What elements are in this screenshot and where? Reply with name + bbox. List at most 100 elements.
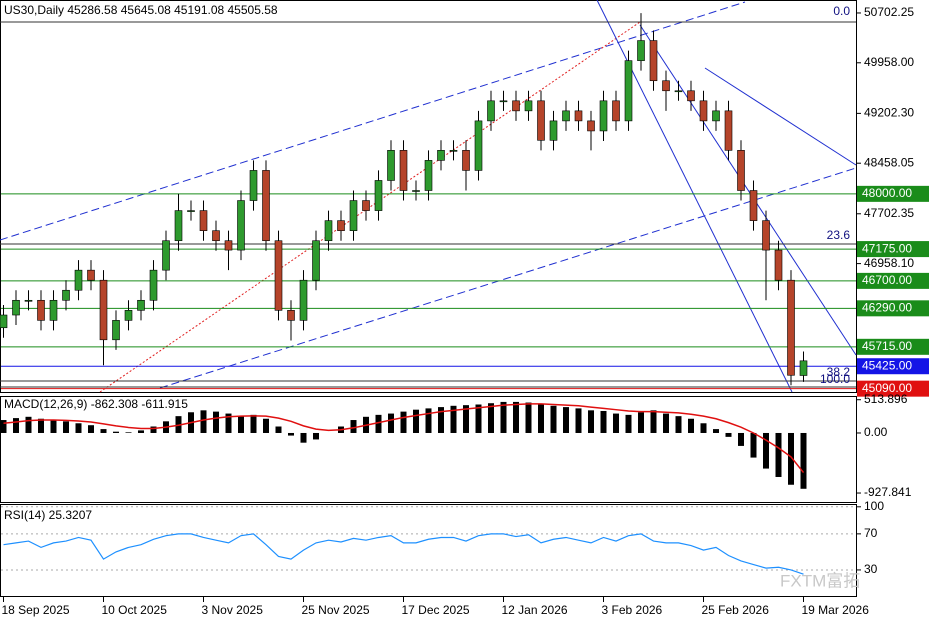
candle-body [724, 110, 733, 151]
macd-bar [100, 429, 107, 433]
macd-bar [238, 415, 244, 433]
macd-bar [400, 411, 407, 433]
macd-bar [688, 418, 694, 433]
x-tick-label: 19 Mar 2026 [802, 603, 870, 617]
level-label: 45090.00 [862, 381, 912, 395]
candle-body [537, 100, 545, 141]
level-tag [857, 380, 929, 397]
macd-bar [375, 414, 382, 433]
macd-bar [638, 412, 644, 433]
candle-body [637, 40, 645, 61]
level-tag [857, 358, 929, 375]
macd-bar [663, 413, 669, 433]
candle-body [299, 279, 308, 321]
y-tick-label: 48458.05 [864, 155, 914, 169]
macd-bar [263, 418, 269, 433]
drawings [0, 0, 857, 393]
level-label: 46290.00 [862, 300, 912, 314]
candle-body [599, 100, 608, 132]
x-tick-label: 12 Jan 2026 [502, 603, 568, 617]
trend-line [596, 0, 793, 393]
macd-bar [525, 402, 532, 433]
candle-body [249, 170, 258, 201]
x-tick-label: 10 Oct 2025 [102, 603, 168, 617]
fib-label: 23.6 [827, 228, 851, 242]
candle-body [62, 289, 70, 301]
candle-body [187, 210, 195, 212]
macd-bar [738, 432, 744, 446]
macd-bar [288, 432, 294, 436]
candle-body [624, 60, 633, 122]
macd-bar [200, 410, 207, 433]
fib-label: 0.0 [833, 4, 850, 18]
level-label: 47175.00 [862, 241, 912, 255]
macd-bar [500, 401, 507, 433]
macd-bar [713, 429, 719, 433]
macd-bar [13, 418, 19, 433]
macd-bar [88, 425, 94, 433]
candle-body [674, 90, 683, 93]
macd-bar [563, 407, 569, 433]
candle-body [237, 200, 245, 251]
macd-bar [425, 408, 432, 433]
macd-bar [138, 430, 144, 433]
macd-bar [350, 420, 357, 433]
candle-body [74, 269, 83, 291]
macd-panel [0, 396, 857, 503]
candle-body [687, 90, 695, 102]
y-tick-label: 49958.00 [864, 55, 914, 69]
candle-body [387, 150, 395, 181]
y-tick-label: 30 [864, 562, 878, 576]
candle-body [112, 320, 120, 341]
chart-title: US30,Daily 45286.58 45645.08 45191.08 45… [4, 3, 278, 17]
macd-bar [538, 403, 544, 433]
macd-bar [50, 420, 57, 433]
candle-body [762, 220, 770, 251]
macd-bar [250, 414, 257, 433]
macd-bar [413, 409, 419, 433]
rsi-title: RSI(14) 25.3207 [4, 508, 92, 522]
macd-bar [800, 432, 807, 489]
x-tick-label: 18 Sep 2025 [2, 603, 70, 617]
macd-bar [213, 411, 219, 433]
candle-body [774, 249, 783, 281]
macd-bar [463, 405, 469, 433]
level-tag [857, 338, 929, 355]
rsi-line [3, 533, 804, 575]
candle-body [412, 190, 420, 192]
candle-body [712, 110, 720, 122]
macd-bar [0, 420, 7, 433]
y-tick-label: 50702.25 [864, 5, 914, 19]
candle-body [662, 80, 670, 92]
candle-body [424, 160, 433, 191]
macd-bar [550, 405, 557, 433]
macd-bar [113, 431, 119, 433]
candle-body [312, 240, 320, 281]
signal-line [3, 403, 805, 474]
macd-bar [763, 432, 769, 469]
candle-body [737, 150, 745, 191]
y-tick-label: 70 [864, 526, 878, 540]
channel-line [159, 167, 857, 389]
candle-body [137, 299, 145, 311]
macd-bar [750, 432, 757, 458]
macd-bar [775, 432, 782, 477]
candle-body [337, 220, 345, 231]
level-tag [857, 272, 929, 289]
fib-label: 100.0 [820, 372, 850, 386]
candle-body [287, 310, 295, 321]
candle-body [37, 299, 45, 321]
candle-body [562, 110, 570, 122]
candle-body [124, 310, 133, 321]
candle-body [224, 240, 233, 251]
macd-bar [650, 410, 657, 433]
macd-bar [225, 413, 232, 433]
x-tick-label: 3 Feb 2026 [602, 603, 663, 617]
trend-line [639, 24, 857, 356]
candle-body [49, 299, 58, 321]
macd-bar [788, 432, 794, 485]
macd-title: MACD(12,26,9) -862.308 -611.915 [4, 397, 188, 411]
candle-body [437, 150, 445, 161]
candle-body [524, 100, 533, 112]
